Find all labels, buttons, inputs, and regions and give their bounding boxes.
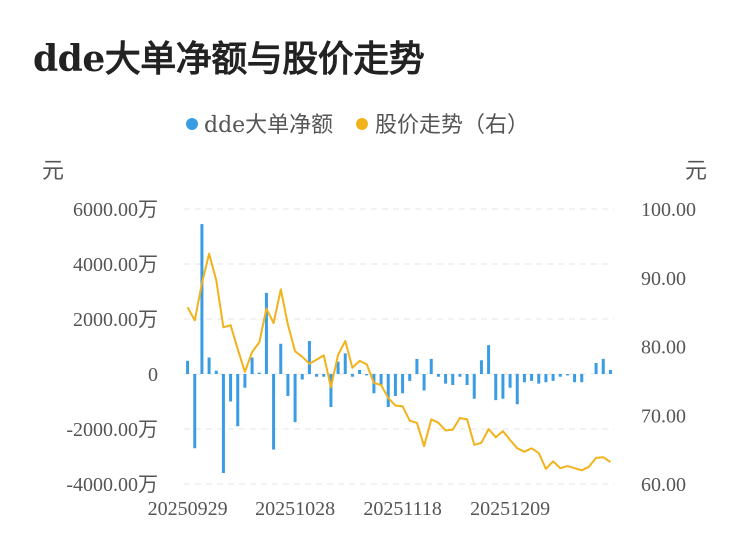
legend-marker-price — [356, 118, 368, 130]
bar — [551, 374, 555, 381]
bar — [236, 374, 240, 427]
bar — [401, 374, 405, 394]
bar — [422, 374, 426, 391]
bar-series — [186, 224, 612, 473]
bar — [207, 357, 211, 374]
bar — [522, 374, 526, 383]
x-tick-label: 20251118 — [363, 498, 442, 520]
bar — [608, 369, 612, 374]
bar — [257, 372, 261, 374]
axis-labels: 6000.00万 4000.00万 2000.00万 0 -2000.00万 -4000.… — [66, 199, 696, 520]
bar — [436, 374, 440, 377]
line-series — [186, 252, 611, 472]
right-tick-label: 60.00 — [641, 474, 686, 496]
bar — [365, 374, 369, 376]
bar — [479, 360, 483, 374]
bar — [293, 374, 297, 423]
bar — [200, 224, 204, 374]
bar — [329, 374, 333, 407]
bar — [272, 374, 276, 450]
bar — [544, 374, 548, 383]
left-tick-label: 4000.00万 — [73, 254, 158, 276]
bar — [350, 374, 354, 377]
bar — [229, 374, 233, 402]
bar — [250, 357, 254, 374]
bar — [530, 374, 534, 381]
right-tick-label: 90.00 — [641, 268, 686, 290]
bar — [429, 358, 433, 374]
bar — [451, 374, 455, 385]
bar — [515, 374, 519, 405]
bar — [573, 374, 577, 383]
right-tick-label: 100.00 — [641, 199, 696, 221]
bar — [594, 363, 598, 374]
left-tick-label: -4000.00万 — [66, 474, 158, 496]
bar — [315, 374, 319, 377]
left-tick-label: 6000.00万 — [73, 199, 158, 221]
legend-label-price: 股价走势（右） — [375, 113, 529, 138]
bar — [458, 374, 462, 377]
bar — [243, 374, 247, 388]
legend: dde大单净额 股价走势（右） — [186, 113, 529, 138]
x-tick-label: 20251209 — [470, 498, 550, 520]
left-axis-unit: 元 — [42, 159, 64, 184]
right-tick-label: 80.00 — [641, 337, 686, 359]
legend-marker-dde — [186, 118, 198, 130]
right-axis-unit: 元 — [685, 159, 707, 184]
left-tick-label: -2000.00万 — [66, 419, 158, 441]
price-line — [186, 252, 611, 472]
right-tick-label: 70.00 — [641, 405, 686, 427]
bar — [444, 374, 448, 384]
bar — [501, 374, 505, 399]
bar — [264, 292, 268, 374]
bar — [558, 374, 562, 377]
bar — [472, 374, 476, 399]
bar — [336, 361, 340, 374]
bar — [408, 374, 412, 381]
bar — [221, 374, 225, 473]
bar — [307, 341, 311, 374]
bar — [279, 343, 283, 374]
bar — [580, 374, 584, 383]
bar — [537, 374, 541, 384]
bar — [214, 370, 218, 374]
left-tick-label: 2000.00万 — [73, 309, 158, 331]
bar — [508, 374, 512, 388]
bar — [565, 374, 569, 376]
bar — [393, 374, 397, 396]
bar — [379, 374, 383, 385]
bar — [494, 374, 498, 401]
bar — [465, 374, 469, 385]
bar — [601, 358, 605, 374]
bar — [487, 345, 491, 374]
bar — [358, 369, 362, 374]
bar — [286, 374, 290, 396]
bar — [386, 374, 390, 407]
bar — [300, 374, 304, 380]
left-tick-label: 0 — [148, 364, 158, 386]
bar — [193, 374, 197, 449]
x-tick-label: 20251028 — [255, 498, 335, 520]
bar — [186, 360, 190, 374]
bar — [343, 353, 347, 374]
bar — [415, 358, 419, 374]
grid-lines — [184, 208, 614, 485]
chart-title: dde大单净额与股价走势 — [33, 38, 425, 80]
x-tick-label: 20250929 — [148, 498, 228, 520]
bar — [322, 374, 326, 377]
legend-label-dde: dde大单净额 — [204, 113, 333, 138]
